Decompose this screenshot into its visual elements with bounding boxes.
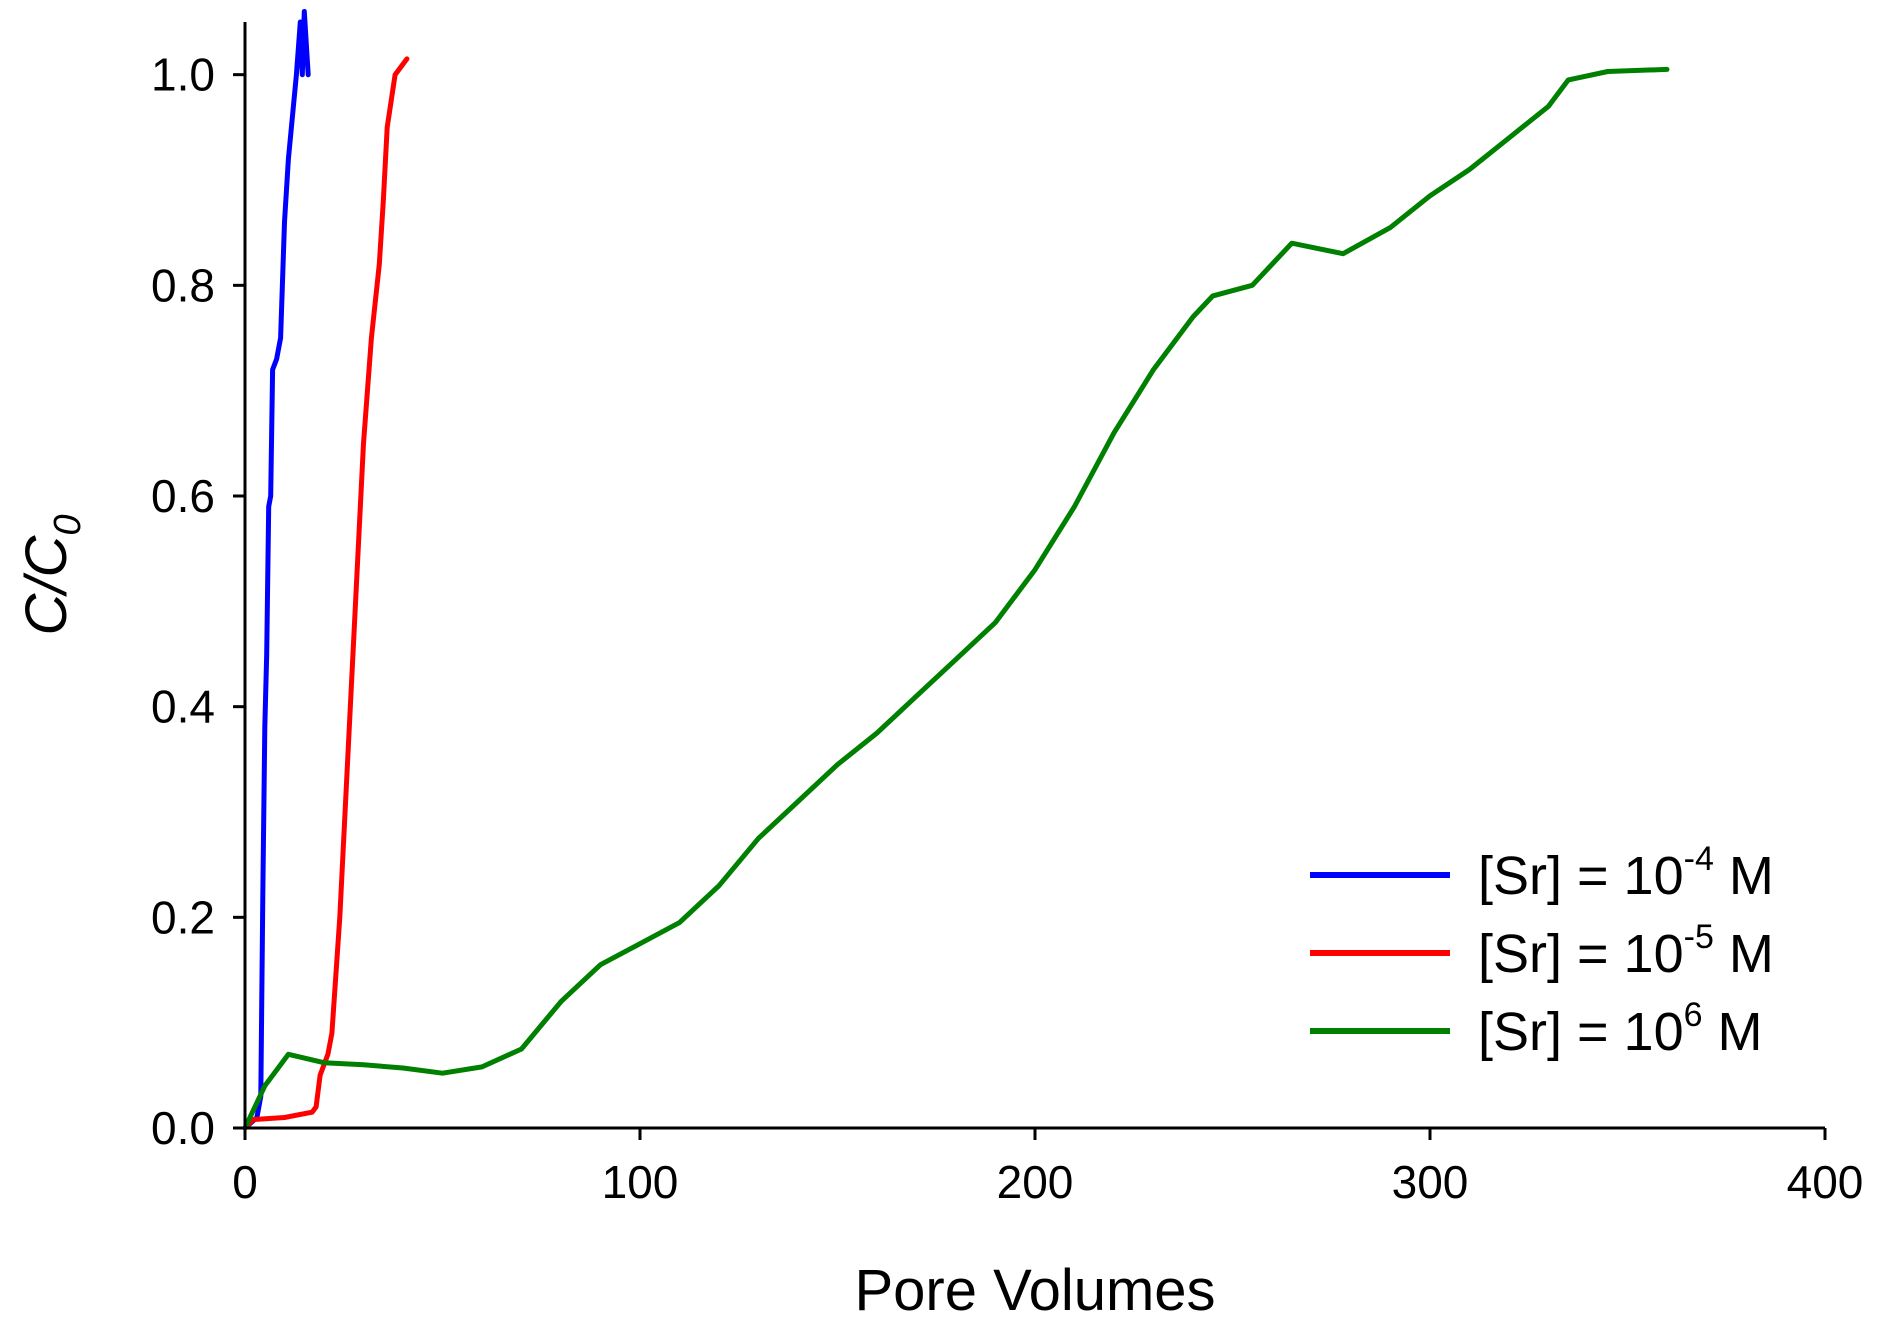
legend-label: [Sr] = 10-5 M xyxy=(1478,918,1774,984)
series-line-1 xyxy=(242,9,311,1131)
y-tick-label: 0.0 xyxy=(151,1102,215,1154)
y-axis-title-subscript: 0 xyxy=(47,514,89,535)
legend-item: [Sr] = 106 M xyxy=(1310,996,1763,1062)
legend-label-unit: M xyxy=(1714,846,1774,906)
legend-label-prefix: [Sr] = 10 xyxy=(1478,846,1684,906)
y-tick-label: 1.0 xyxy=(151,49,215,101)
legend-label-prefix: [Sr] = 10 xyxy=(1478,924,1684,984)
x-tick-label: 300 xyxy=(1392,1156,1469,1208)
axes: 0 100 200 300 400 0.0 0.2 0.4 0.6 0.8 1.0 xyxy=(151,22,1863,1208)
legend-label-exponent: -4 xyxy=(1684,840,1714,878)
y-tick-label: 0.8 xyxy=(151,259,215,311)
legend: [Sr] = 10-4 M[Sr] = 10-5 M[Sr] = 106 M xyxy=(1310,840,1774,1062)
legend-item: [Sr] = 10-5 M xyxy=(1310,918,1774,984)
x-axis-title: Pore Volumes xyxy=(854,1258,1215,1323)
legend-label-unit: M xyxy=(1703,1002,1763,1062)
y-ticks: 0.0 0.2 0.4 0.6 0.8 1.0 xyxy=(151,49,245,1154)
x-tick-label: 400 xyxy=(1787,1156,1864,1208)
x-tick-label: 0 xyxy=(232,1156,258,1208)
legend-label: [Sr] = 106 M xyxy=(1478,996,1763,1062)
legend-label-unit: M xyxy=(1714,924,1774,984)
y-tick-label: 0.2 xyxy=(151,891,215,943)
plot-area xyxy=(242,9,1670,1131)
y-tick-label: 0.4 xyxy=(151,681,215,733)
x-tick-label: 100 xyxy=(602,1156,679,1208)
legend-label-exponent: -5 xyxy=(1684,918,1714,956)
y-axis-title: C/C0 xyxy=(14,514,89,635)
series-line-3 xyxy=(242,66,1670,1131)
x-tick-label: 200 xyxy=(997,1156,1074,1208)
y-tick-label: 0.6 xyxy=(151,470,215,522)
y-axis-title-main: C/C xyxy=(14,535,79,636)
series-line-2 xyxy=(242,56,410,1131)
legend-label-exponent: 6 xyxy=(1684,996,1703,1034)
x-ticks: 0 100 200 300 400 xyxy=(232,1128,1863,1208)
legend-item: [Sr] = 10-4 M xyxy=(1310,840,1774,906)
legend-label-prefix: [Sr] = 10 xyxy=(1478,1002,1684,1062)
legend-label: [Sr] = 10-4 M xyxy=(1478,840,1774,906)
